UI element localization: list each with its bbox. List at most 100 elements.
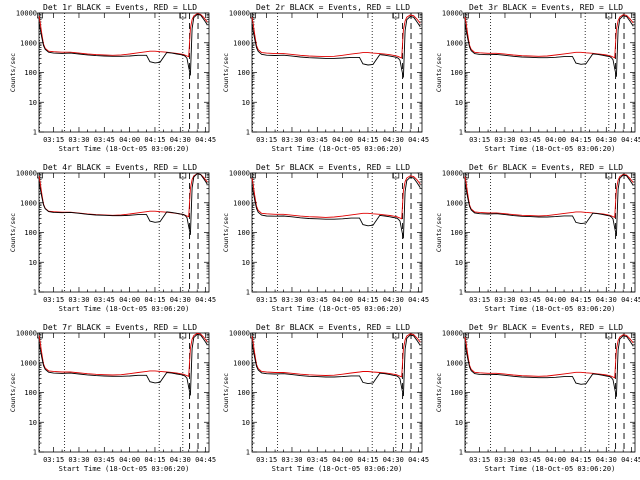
detector-panel-5r: Det 5r BLACK = Events, RED = LLD 1 10 100 10… bbox=[222, 163, 429, 313]
y-tick-label: 1 bbox=[459, 129, 463, 137]
y-tick-label: 100 bbox=[24, 69, 37, 77]
plot-frame bbox=[464, 172, 636, 293]
panel-title: Det 3r BLACK = Events, RED = LLD bbox=[469, 3, 623, 12]
detector-panel-1r: Det 1r BLACK = Events, RED = LLD 1 10 100 10… bbox=[9, 3, 216, 153]
y-tick-label: 100 bbox=[24, 389, 37, 397]
marker-box bbox=[250, 172, 256, 179]
y-tick-label: 1000 bbox=[20, 199, 37, 207]
x-tick-label: 03:30 bbox=[494, 456, 515, 464]
panel-title: Det 1r BLACK = Events, RED = LLD bbox=[43, 3, 197, 12]
lld-series-line bbox=[464, 334, 634, 379]
y-tick-label: 10 bbox=[29, 419, 37, 427]
marker-box bbox=[37, 12, 43, 19]
x-tick-label: 04:15 bbox=[357, 136, 378, 144]
x-axis-label: Start Time (18-Oct-05 03:06:20) bbox=[272, 145, 403, 153]
detector-panel-6r: Det 6r BLACK = Events, RED = LLD 1 10 100 10… bbox=[435, 163, 640, 313]
x-tick-label: 04:00 bbox=[545, 456, 566, 464]
y-tick-label: 1 bbox=[459, 449, 463, 457]
x-tick-label: 04:00 bbox=[545, 296, 566, 304]
marker-box bbox=[37, 332, 43, 339]
x-tick-label: 04:45 bbox=[195, 136, 216, 144]
y-tick-label: 1 bbox=[459, 289, 463, 297]
panel-title: Det 5r BLACK = Events, RED = LLD bbox=[256, 163, 410, 172]
x-tick-label: 03:45 bbox=[520, 296, 541, 304]
y-axis-label: Counts/sec bbox=[9, 53, 17, 92]
plot-frame bbox=[251, 12, 423, 133]
x-tick-label: 04:45 bbox=[408, 296, 429, 304]
plot-frame bbox=[38, 12, 210, 133]
x-tick-label: 03:45 bbox=[307, 456, 328, 464]
lld-series-line bbox=[464, 14, 634, 59]
y-tick-label: 1 bbox=[246, 129, 250, 137]
x-tick-label: 04:00 bbox=[332, 296, 353, 304]
y-tick-label: 10000 bbox=[229, 330, 250, 338]
y-tick-label: 100 bbox=[450, 229, 463, 237]
events-series-line bbox=[38, 333, 208, 396]
y-tick-label: 1000 bbox=[446, 39, 463, 47]
x-tick-label: 04:45 bbox=[621, 136, 640, 144]
y-tick-label: 10000 bbox=[442, 170, 463, 178]
x-axis-label: Start Time (18-Oct-05 03:06:20) bbox=[59, 145, 190, 153]
marker-box bbox=[605, 172, 613, 179]
marker-box bbox=[179, 332, 187, 339]
y-tick-label: 10000 bbox=[229, 10, 250, 18]
x-tick-label: 04:15 bbox=[357, 456, 378, 464]
x-tick-label: 03:30 bbox=[494, 136, 515, 144]
x-tick-label: 03:45 bbox=[94, 296, 115, 304]
marker-box bbox=[37, 172, 43, 179]
y-tick-label: 1000 bbox=[233, 359, 250, 367]
marker-box bbox=[392, 12, 400, 19]
marker-box bbox=[179, 172, 187, 179]
x-axis-label: Start Time (18-Oct-05 03:06:20) bbox=[59, 465, 190, 473]
lld-series-line bbox=[251, 175, 421, 220]
y-tick-label: 1 bbox=[246, 449, 250, 457]
x-tick-label: 03:15 bbox=[469, 136, 490, 144]
y-axis-label: Counts/sec bbox=[222, 213, 230, 252]
x-tick-label: 03:15 bbox=[469, 296, 490, 304]
x-tick-label: 04:00 bbox=[332, 136, 353, 144]
panel-title: Det 9r BLACK = Events, RED = LLD bbox=[469, 323, 623, 332]
plot-frame bbox=[38, 332, 210, 453]
x-tick-label: 04:45 bbox=[621, 456, 640, 464]
marker-box bbox=[463, 12, 469, 19]
events-series-line bbox=[38, 173, 208, 235]
x-tick-label: 03:15 bbox=[43, 456, 64, 464]
y-tick-label: 100 bbox=[450, 69, 463, 77]
events-series-line bbox=[38, 13, 208, 76]
y-axis-label: Counts/sec bbox=[9, 373, 17, 412]
y-tick-label: 100 bbox=[450, 389, 463, 397]
x-tick-label: 03:15 bbox=[43, 296, 64, 304]
y-tick-label: 10 bbox=[29, 259, 37, 267]
x-tick-label: 04:15 bbox=[570, 456, 591, 464]
x-tick-label: 04:45 bbox=[195, 296, 216, 304]
x-tick-label: 04:30 bbox=[383, 296, 404, 304]
x-tick-label: 04:30 bbox=[170, 456, 191, 464]
plot-frame bbox=[464, 12, 636, 133]
detector-panel-4r: Det 4r BLACK = Events, RED = LLD 1 10 100 10… bbox=[9, 163, 216, 313]
x-tick-label: 04:45 bbox=[195, 456, 216, 464]
y-tick-label: 100 bbox=[24, 229, 37, 237]
y-tick-label: 1 bbox=[246, 289, 250, 297]
x-tick-label: 04:45 bbox=[408, 456, 429, 464]
x-tick-label: 03:15 bbox=[256, 456, 277, 464]
detector-panel-2r: Det 2r BLACK = Events, RED = LLD 1 10 100 10… bbox=[222, 3, 429, 153]
x-tick-label: 04:15 bbox=[144, 136, 165, 144]
y-tick-label: 1 bbox=[33, 289, 37, 297]
marker-box bbox=[250, 332, 256, 339]
events-series-line bbox=[251, 176, 421, 239]
x-tick-label: 03:15 bbox=[469, 456, 490, 464]
y-tick-label: 100 bbox=[237, 229, 250, 237]
x-axis-label: Start Time (18-Oct-05 03:06:20) bbox=[272, 465, 403, 473]
lld-series-line bbox=[251, 14, 421, 59]
panel-title: Det 7r BLACK = Events, RED = LLD bbox=[43, 323, 197, 332]
events-series-line bbox=[464, 335, 634, 397]
x-axis-label: Start Time (18-Oct-05 03:06:20) bbox=[59, 305, 190, 313]
x-axis-label: Start Time (18-Oct-05 03:06:20) bbox=[485, 145, 616, 153]
y-tick-label: 10 bbox=[29, 99, 37, 107]
y-tick-label: 10 bbox=[455, 259, 463, 267]
x-axis-label: Start Time (18-Oct-05 03:06:20) bbox=[485, 305, 616, 313]
panel-title: Det 8r BLACK = Events, RED = LLD bbox=[256, 323, 410, 332]
y-axis-label: Counts/sec bbox=[9, 213, 17, 252]
x-tick-label: 03:45 bbox=[94, 456, 115, 464]
lld-series-line bbox=[38, 332, 208, 378]
